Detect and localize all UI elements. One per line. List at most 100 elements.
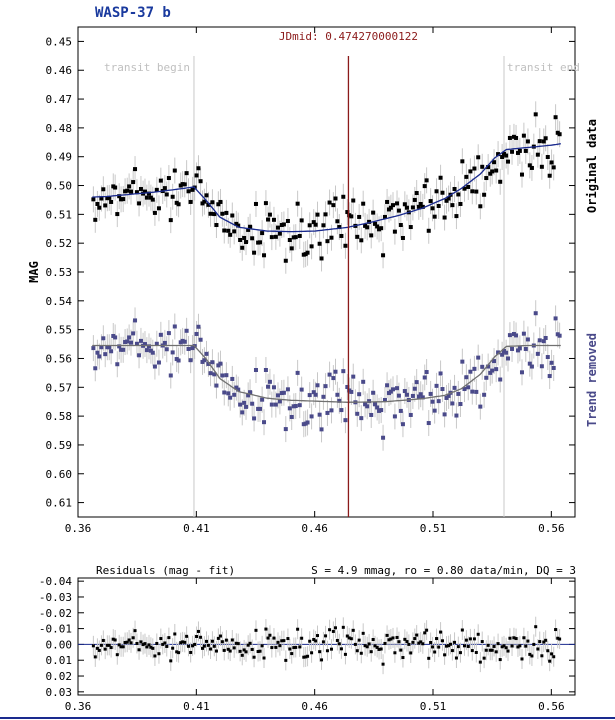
residual-point [552, 655, 556, 659]
residual-point [147, 643, 151, 647]
original-data-point [289, 246, 294, 251]
original-data-point [523, 148, 528, 153]
original-data-point [184, 171, 189, 176]
trend-removed-point [337, 398, 342, 403]
residual-point [254, 628, 258, 632]
residual-point [189, 650, 193, 654]
residual-point [437, 645, 441, 649]
original-data-point [263, 201, 268, 206]
original-data-point [101, 187, 106, 192]
residual-point [468, 637, 472, 641]
trend-removed-point [369, 412, 374, 417]
original-data-point [164, 192, 169, 197]
original-data-point [236, 223, 241, 228]
residual-point [109, 646, 113, 650]
original-data-point [398, 223, 403, 228]
original-data-point [315, 212, 320, 217]
trend-removed-point [402, 389, 407, 394]
residual-point [175, 650, 179, 654]
residual-point [222, 648, 226, 652]
original-data-point [287, 238, 292, 243]
trend-removed-point [468, 369, 473, 374]
residual-point [161, 642, 165, 646]
original-data-point [402, 202, 407, 207]
trend-removed-point [478, 404, 483, 409]
residual-point [294, 645, 298, 649]
residual-point [518, 644, 522, 648]
trend-removed-point [341, 369, 346, 374]
residual-point [476, 632, 480, 636]
residual-point [149, 645, 153, 649]
residual-point [504, 646, 508, 650]
residual-point [532, 642, 536, 646]
residual-point [195, 635, 199, 638]
trend-removed-point [164, 347, 169, 352]
residual-point [385, 633, 389, 637]
original-data-point [182, 182, 187, 187]
original-data-point [385, 199, 390, 204]
trend-removed-point [210, 360, 215, 365]
residual-point [514, 637, 518, 641]
original-data-point [147, 191, 151, 196]
residual-point [196, 629, 200, 633]
trend-removed-error-bars [92, 300, 561, 451]
residual-point [546, 649, 550, 653]
trend-removed-point [460, 359, 465, 364]
residual-point [129, 641, 133, 645]
residual-point [282, 639, 286, 643]
original-data-point [269, 235, 274, 240]
residual-point [464, 638, 468, 642]
original-data-point [506, 159, 511, 164]
original-data-point [492, 160, 497, 165]
residual-point [206, 643, 210, 647]
residual-point [325, 649, 329, 653]
trend-removed-point [121, 347, 126, 352]
main-y-tick-label: 0.60 [46, 468, 73, 481]
original-data-point [454, 214, 459, 219]
residual-point [496, 642, 500, 646]
residual-point [508, 636, 512, 640]
trend-removed-point [117, 344, 122, 349]
original-data-point [198, 179, 203, 184]
trend-removed-point [541, 339, 546, 344]
original-data-point [138, 186, 143, 191]
original-data-point [275, 225, 280, 230]
residual-point [121, 645, 125, 649]
trend-removed-point [502, 348, 506, 353]
original-data-point [396, 208, 401, 213]
original-data-point [379, 226, 384, 231]
trend-removed-point [476, 355, 481, 360]
residuals-y-tick-label: -0.02 [39, 607, 72, 620]
original-data-point [418, 201, 423, 206]
trend-removed-point [127, 335, 132, 340]
trend-removed-point [363, 402, 368, 407]
original-data-point [460, 159, 465, 164]
trend-removed-point [517, 346, 522, 351]
trend-removed-point [331, 376, 336, 381]
original-data-point [496, 152, 501, 157]
trend-removed-point [176, 358, 181, 363]
residual-point [409, 651, 413, 655]
main-y-tick-label: 0.48 [46, 122, 73, 135]
residual-point [361, 631, 365, 635]
residual-point [474, 650, 478, 654]
residual-point [252, 655, 256, 659]
residual-point [367, 642, 371, 646]
trend-removed-point [430, 399, 435, 404]
original-data-point [176, 202, 181, 207]
trend-removed-point [307, 393, 312, 398]
trend-removed-point [494, 367, 499, 372]
original-data-point [361, 201, 366, 206]
trend-removed-point [109, 349, 114, 354]
trend-removed-point [257, 406, 262, 411]
main-x-axis: 0.36 0.41 0.46 0.51 0.56 [65, 27, 565, 535]
trend-removed-point [418, 392, 423, 397]
residual-point [397, 640, 401, 644]
trend-removed-point [434, 383, 439, 388]
trend-removed-point [180, 338, 185, 343]
trend-removed-point [228, 395, 233, 400]
trend-removed-point [375, 405, 380, 410]
transit-begin-label: transit begin [104, 61, 190, 74]
original-data-point [482, 192, 487, 197]
main-y-tick-label: 0.61 [46, 497, 73, 510]
